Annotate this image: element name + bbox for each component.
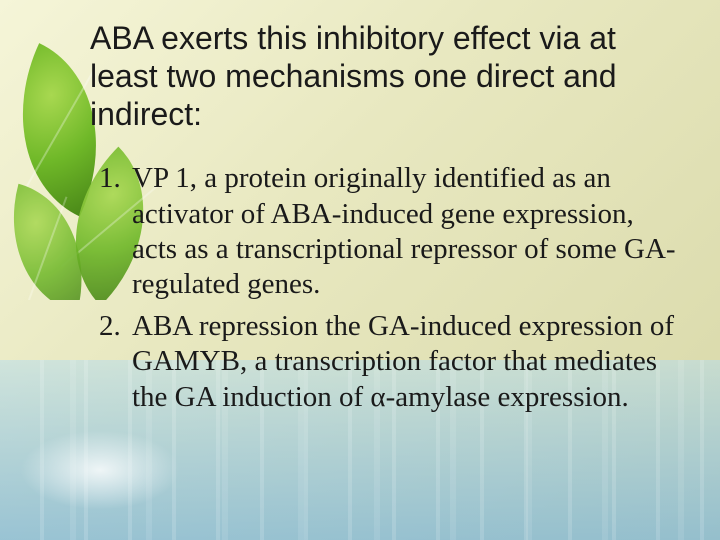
mechanisms-list: VP 1, a protein originally identified as… <box>80 161 680 415</box>
list-item: VP 1, a protein originally identified as… <box>128 161 680 303</box>
slide-content: ABA exerts this inhibitory effect via at… <box>0 0 720 540</box>
list-item: ABA repression the GA-induced expression… <box>128 309 680 415</box>
slide-heading: ABA exerts this inhibitory effect via at… <box>80 20 680 133</box>
